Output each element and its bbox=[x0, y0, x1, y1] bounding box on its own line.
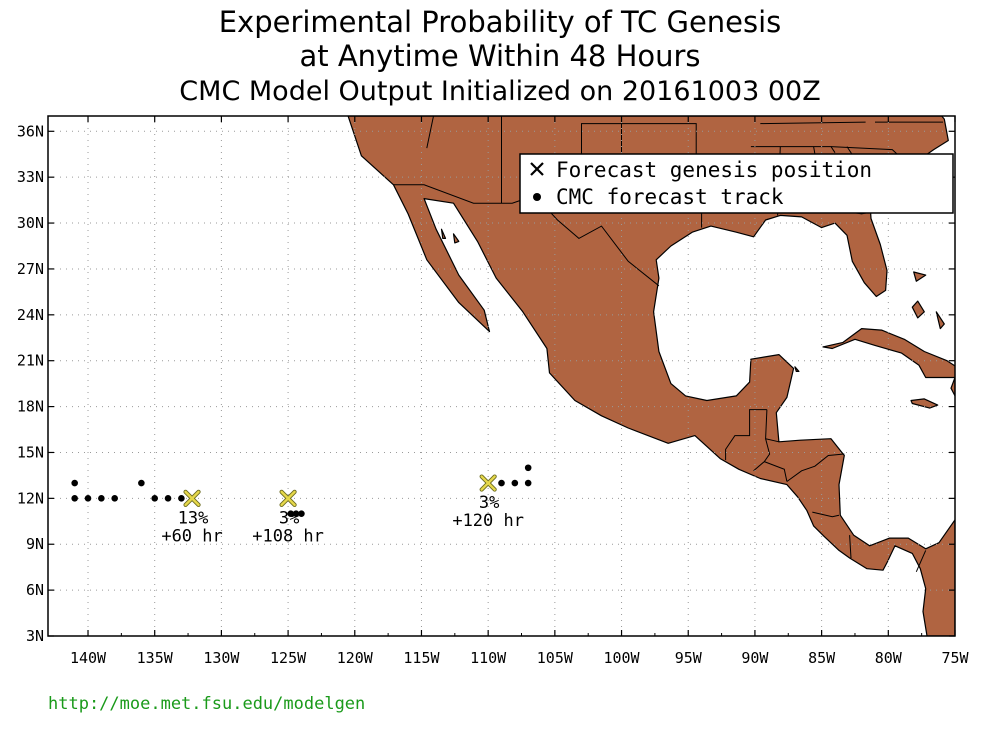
legend-label-genesis: Forecast genesis position bbox=[556, 158, 872, 182]
land-cuba bbox=[822, 328, 955, 379]
dot-icon bbox=[533, 193, 541, 201]
genesis-lead-time: +60 hr bbox=[161, 526, 222, 546]
track-point bbox=[98, 495, 105, 502]
mexico-guatemala-border bbox=[725, 409, 767, 461]
us-state-14 bbox=[760, 121, 866, 125]
track-point bbox=[524, 464, 532, 472]
longitude-axis: 140W 135W 130W 125W 120W 115W 110W 105W 100W 95W 9… bbox=[70, 116, 970, 667]
honduras-nicaragua-border bbox=[786, 453, 845, 482]
lat-tick-label: 27N bbox=[17, 260, 44, 278]
track-point bbox=[178, 495, 185, 502]
land-jamaica bbox=[910, 398, 939, 409]
source-url[interactable]: http://moe.met.fsu.edu/modelgen bbox=[48, 694, 366, 714]
lat-tick-label: 21N bbox=[17, 352, 44, 370]
legend-frame bbox=[519, 153, 954, 214]
lon-tick-label: 100W bbox=[603, 649, 640, 667]
genesis-marker bbox=[479, 474, 497, 492]
track-point bbox=[298, 510, 305, 517]
land-bahamas-2 bbox=[911, 300, 925, 319]
lon-tick-label: 130W bbox=[203, 649, 240, 667]
panama-colombia-border bbox=[915, 550, 927, 573]
genesis-probability: 13% bbox=[178, 508, 209, 528]
title-line-2: at Anytime Within 48 Hours bbox=[299, 39, 700, 73]
land-bahamas-3 bbox=[935, 311, 945, 330]
marker-stroke bbox=[280, 490, 296, 507]
land-north-america bbox=[347, 116, 955, 636]
track-point bbox=[111, 495, 118, 502]
genesis-lead-time: +108 hr bbox=[252, 526, 324, 546]
track-point bbox=[498, 479, 505, 487]
track-point bbox=[84, 495, 92, 502]
track-point bbox=[292, 510, 300, 517]
lon-tick-label: 80W bbox=[875, 649, 903, 667]
costa-rica-panama-border bbox=[849, 535, 852, 559]
land-bahamas-1 bbox=[913, 271, 927, 282]
land-isla-tiburon bbox=[452, 233, 460, 244]
lat-tick-label: 3N bbox=[26, 627, 44, 645]
land-isla-angel bbox=[440, 228, 447, 239]
lon-tick-label: 95W bbox=[675, 649, 703, 667]
lon-tick-label: 140W bbox=[70, 649, 107, 667]
lat-tick-label: 33N bbox=[17, 168, 44, 186]
track-point bbox=[71, 479, 78, 487]
land-hispaniola bbox=[950, 376, 955, 397]
plot-frame bbox=[47, 115, 956, 637]
lon-tick-label: 90W bbox=[741, 649, 769, 667]
legend-box: Forecast genesis position CMC forecast t… bbox=[519, 153, 954, 214]
honduras-el-salvador-border bbox=[764, 461, 788, 482]
land-masses bbox=[347, 116, 955, 636]
genesis-marker bbox=[183, 489, 201, 507]
title-line-1: Experimental Probability of TC Genesis bbox=[219, 5, 782, 39]
lon-tick-label: 85W bbox=[808, 649, 836, 667]
lat-tick-label: 15N bbox=[17, 443, 44, 461]
nicaragua-costa-rica-border bbox=[812, 511, 840, 518]
legend-label-track: CMC forecast track bbox=[556, 185, 784, 209]
track-point bbox=[71, 495, 78, 502]
lon-tick-label: 110W bbox=[470, 649, 507, 667]
track-point bbox=[287, 510, 295, 517]
us-state-1 bbox=[426, 116, 434, 149]
title-line-3: CMC Model Output Initialized on 20161003… bbox=[179, 76, 820, 107]
marker-stroke bbox=[184, 490, 200, 507]
lat-tick-label: 6N bbox=[26, 581, 44, 599]
land-cozumel bbox=[794, 366, 800, 372]
genesis-markers: 13%+60 hr3%+108 hr3%+120 hr bbox=[161, 474, 524, 546]
lon-tick-label: 125W bbox=[270, 649, 307, 667]
lon-tick-label: 135W bbox=[137, 649, 174, 667]
track-point bbox=[151, 495, 159, 502]
lat-tick-label: 24N bbox=[17, 306, 44, 324]
marker-stroke bbox=[480, 475, 496, 491]
genesis-probability: 3% bbox=[279, 508, 299, 528]
genesis-probability: 3% bbox=[479, 493, 499, 513]
track-point bbox=[524, 479, 532, 487]
lat-tick-label: 18N bbox=[17, 398, 44, 416]
track-point bbox=[164, 495, 172, 502]
lon-tick-label: 120W bbox=[337, 649, 374, 667]
lat-tick-label: 12N bbox=[17, 489, 44, 507]
lat-tick-label: 30N bbox=[17, 214, 44, 232]
track-point bbox=[138, 479, 145, 487]
guatemala-honduras-border bbox=[753, 438, 771, 472]
genesis-lead-time: +120 hr bbox=[452, 511, 524, 531]
latitude-axis: 3N 6N 9N 12N 15N 18N 21N 24N 27N 30N 33N 36N bbox=[17, 122, 955, 645]
lon-tick-label: 105W bbox=[537, 649, 574, 667]
lon-tick-label: 115W bbox=[403, 649, 440, 667]
track-point bbox=[511, 479, 519, 487]
lon-tick-label: 75W bbox=[941, 649, 969, 667]
forecast-tracks bbox=[71, 464, 532, 517]
x-icon bbox=[530, 162, 544, 176]
lat-tick-label: 36N bbox=[17, 122, 44, 140]
genesis-marker bbox=[279, 489, 297, 507]
lat-tick-label: 9N bbox=[26, 535, 44, 553]
